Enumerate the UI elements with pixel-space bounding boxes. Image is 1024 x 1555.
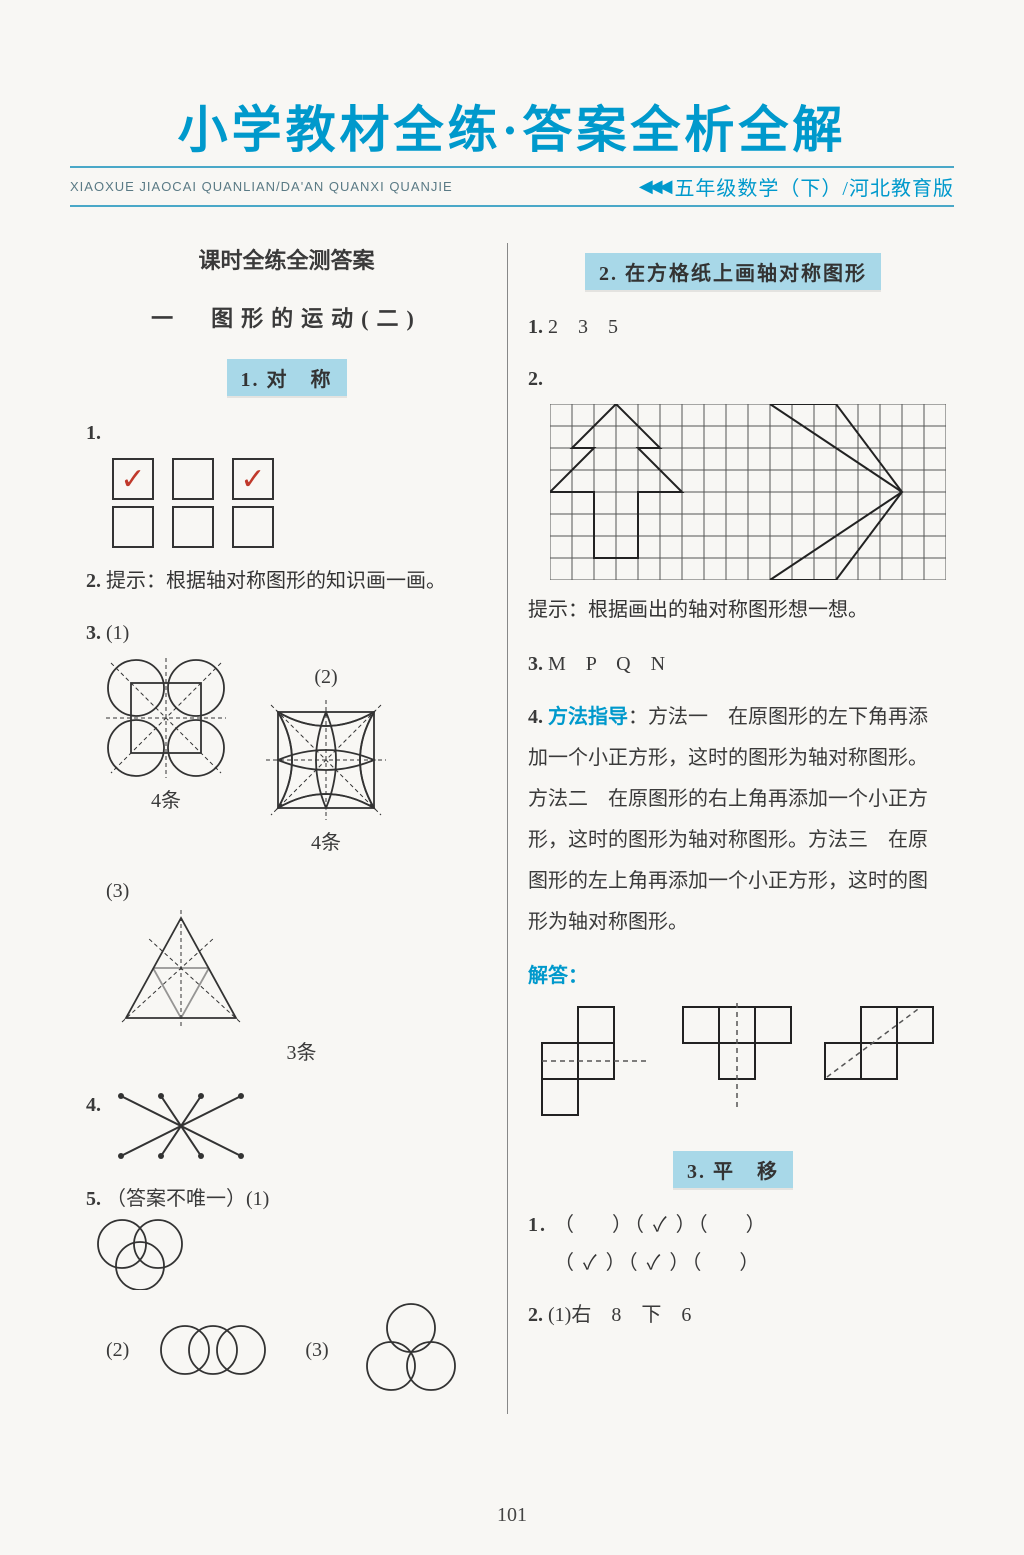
- q3-cap3: 3条: [116, 1034, 487, 1072]
- main-title: 小学教材全练·答案全析全解: [70, 100, 954, 160]
- right-column: 2. 在方格纸上画轴对称图形 1. 2 3 5 2. 提示：根据画出的轴对称图形…: [512, 243, 954, 1414]
- r-q4-answer: 解答：: [528, 957, 938, 1123]
- q5-label: 5.: [86, 1188, 101, 1210]
- left-column: 课时全练全测答案 一 图形的运动(二) 1. 对 称 1. ✓ ✓: [70, 243, 503, 1414]
- q1-box: [172, 458, 214, 500]
- s3-q2-text: (1)右 8 下 6: [548, 1304, 691, 1326]
- fig3-3-svg: [116, 910, 246, 1030]
- sol1-svg: [538, 1003, 655, 1123]
- q5-sub2: (2): [106, 1331, 129, 1369]
- r-q1: 1. 2 3 5: [528, 308, 938, 346]
- r-q3-text: M P Q N: [548, 653, 665, 675]
- r-q4-text: ：方法一 在原图形的左下角再添加一个小正方形，这时的图形为轴对称图形。方法二 在…: [528, 706, 928, 933]
- section3-row: 3. 平 移: [528, 1151, 938, 1188]
- r-q4: 4. 方法指导：方法一 在原图形的左下角再添加一个小正方形，这时的图形为轴对称图…: [528, 697, 938, 943]
- fig3-1-svg: [106, 658, 226, 778]
- q5-sub3: (3): [305, 1331, 328, 1369]
- sol3-svg: [821, 1003, 938, 1123]
- fig5-2-svg: [157, 1320, 277, 1380]
- section1-row: 1. 对 称: [86, 359, 487, 396]
- q1-row1: ✓ ✓: [112, 458, 487, 500]
- q1: 1. ✓ ✓: [86, 414, 487, 548]
- pinyin-text: XIAOXUE JIAOCAI QUANLIAN/DA'AN QUANXI QU…: [70, 179, 639, 194]
- q4-label: 4.: [86, 1086, 101, 1124]
- s3-q1: 1. （ ）（ ✓ ）（ ）1. （ ✓ ）（ ✓ ）（ ）: [528, 1206, 938, 1282]
- q2: 2. 提示：根据轴对称图形的知识画一画。: [86, 562, 487, 600]
- q2-label: 2.: [86, 570, 101, 592]
- q3-sub3: (3): [106, 880, 129, 902]
- q1-box: [172, 506, 214, 548]
- q1-box: [112, 506, 154, 548]
- q3-fig1: 4条: [106, 658, 226, 820]
- grid-svg: [550, 404, 946, 580]
- r-q4-label: 4.: [528, 706, 543, 728]
- q3: 3. (1): [86, 614, 487, 1072]
- q4: 4.: [86, 1086, 487, 1166]
- s3-q1-label: 1.: [528, 1214, 547, 1236]
- fig3-2-svg: [266, 700, 386, 820]
- sol-row: [538, 1003, 938, 1123]
- r-q1-label: 1.: [528, 316, 543, 338]
- section2-row: 2. 在方格纸上画轴对称图形: [528, 253, 938, 290]
- r-q2-hint: 提示：根据画出的轴对称图形想一想。: [528, 590, 938, 631]
- q1-label: 1.: [86, 422, 101, 444]
- column-divider: [507, 243, 508, 1414]
- q3-fig2: (2): [266, 658, 386, 862]
- section3-band: 3. 平 移: [673, 1151, 793, 1188]
- content-columns: 课时全练全测答案 一 图形的运动(二) 1. 对 称 1. ✓ ✓: [70, 243, 954, 1414]
- q1-box: [232, 506, 274, 548]
- q5-text: （答案不唯一）(1): [106, 1188, 269, 1210]
- answers-heading: 课时全练全测答案: [86, 243, 487, 275]
- q3-row2: (3) 3条: [106, 872, 487, 1072]
- r-q3: 3. M P Q N: [528, 645, 938, 683]
- q3-cap2: 4条: [266, 824, 386, 862]
- title-block: 小学教材全练·答案全析全解 XIAOXUE JIAOCAI QUANLIAN/D…: [70, 100, 954, 207]
- section2-band: 2. 在方格纸上画轴对称图形: [585, 253, 881, 290]
- q1-box: ✓: [112, 458, 154, 500]
- sol2-svg: [679, 1003, 796, 1123]
- r-q1-text: 2 3 5: [548, 316, 618, 338]
- q1-box: ✓: [232, 458, 274, 500]
- grid-wrap: [550, 404, 938, 580]
- q3-cap1: 4条: [106, 782, 226, 820]
- r-q3-label: 3.: [528, 653, 543, 675]
- pinyin-row: XIAOXUE JIAOCAI QUANLIAN/DA'AN QUANXI QU…: [70, 166, 954, 207]
- fig4-svg: [111, 1086, 251, 1166]
- method-label: 方法指导: [548, 706, 628, 728]
- chapter-heading: 一 图形的运动(二): [86, 301, 487, 333]
- r-q2-label: 2.: [528, 368, 543, 390]
- q5: 5. （答案不唯一）(1) (2): [86, 1180, 487, 1400]
- fig5-1-svg: [86, 1218, 196, 1290]
- q3-label: 3.: [86, 622, 101, 644]
- arrows-icon: ◀◀◀: [639, 176, 669, 197]
- fig5-3-svg: [357, 1300, 467, 1400]
- q3-row1: 4条 (2): [106, 658, 487, 862]
- section1-band: 1. 对 称: [227, 359, 347, 396]
- r-q2: 2. 提示：根据画出的轴对称图形想一想。: [528, 360, 938, 631]
- q5-row2: (2) (3): [106, 1300, 487, 1400]
- answer-label: 解答：: [528, 957, 938, 995]
- page-number: 101: [0, 1504, 1024, 1527]
- q1-row2: [112, 506, 487, 548]
- q3-sub1: (1): [106, 622, 129, 644]
- q3-sub2: (2): [314, 666, 337, 688]
- subtitle-right: 五年级数学（下）/河北教育版: [674, 172, 954, 201]
- page: 小学教材全练·答案全析全解 XIAOXUE JIAOCAI QUANLIAN/D…: [0, 0, 1024, 1454]
- s3-q2: 2. (1)右 8 下 6: [528, 1296, 938, 1334]
- q2-text: 提示：根据轴对称图形的知识画一画。: [106, 570, 446, 592]
- s3q1-rows: （ ）（ ✓ ）（ ）1. （ ✓ ）（ ✓ ）（ ）: [528, 1214, 768, 1274]
- s3-q2-label: 2.: [528, 1304, 543, 1326]
